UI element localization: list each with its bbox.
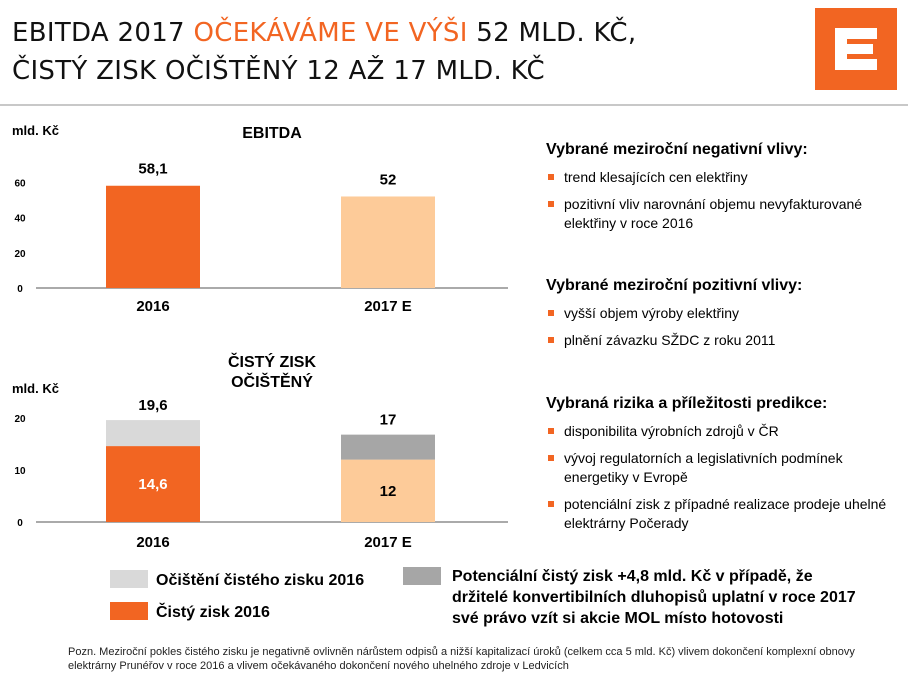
title-line-2: ČISTÝ ZISK OČIŠTĚNÝ 12 AŽ 17 MLD. KČ <box>12 56 545 86</box>
bullet-icon <box>548 337 554 343</box>
chart2-x-tick: 2016 <box>136 534 169 551</box>
chart1-x-tick: 2016 <box>136 298 169 315</box>
chart2-bar-base <box>106 446 200 522</box>
title-highlight: OČEKÁVÁME VE VÝŠI <box>193 18 468 48</box>
chart2-total-label: 19,6 <box>138 397 167 414</box>
chart1-y-tick: 40 <box>14 214 26 225</box>
positive-heading: Vybrané meziroční pozitivní vlivy: <box>546 277 803 294</box>
chart2-plot: 0 10 20 14,6 19,6 2016 12 17 2017 E <box>14 397 508 551</box>
chart2-ylabel: mld. Kč <box>12 381 59 396</box>
list-item: disponibilita výrobních zdrojů v ČR <box>546 422 896 441</box>
chart1-data-label: 52 <box>380 171 397 188</box>
risks-opportunities: Vybraná rizika a příležitosti predikce: … <box>546 394 896 533</box>
bullet-icon <box>548 455 554 461</box>
chart2-segment-label: 12 <box>380 483 397 500</box>
chart2-y-tick: 10 <box>14 466 26 477</box>
chart1-plot: 0 20 40 60 58,1 2016 52 2017 E <box>14 161 508 315</box>
chart1-y-tick: 60 <box>14 178 26 189</box>
list-item: vyšší objem výroby elektřiny <box>546 304 896 323</box>
chart1-bar <box>106 185 200 288</box>
legend-label-adjustment: Očištění čistého zisku 2016 <box>156 572 365 589</box>
chart2-bar-top <box>341 434 435 460</box>
logo-icon <box>835 28 877 70</box>
chart2-total-label: 17 <box>380 412 397 429</box>
risks-heading: Vybraná rizika a příležitosti predikce: <box>546 395 828 412</box>
chart2-segment-label: 14,6 <box>138 476 167 493</box>
chart1-y-tick: 20 <box>14 249 26 260</box>
chart1-ylabel: mld. Kč <box>12 123 59 138</box>
legend-swatch-net-profit <box>110 602 148 620</box>
chart1-x-tick: 2017 E <box>364 298 412 315</box>
bullet-icon <box>548 174 554 180</box>
chart1-title: EBITDA <box>242 125 302 142</box>
list-item: vývoj regulatorních a legislativních pod… <box>546 449 896 487</box>
list-item: trend klesajících cen elektřiny <box>546 168 896 187</box>
legend-label-net-profit: Čistý zisk 2016 <box>156 604 270 621</box>
bullet-icon <box>548 428 554 434</box>
negative-heading: Vybrané meziroční negativní vlivy: <box>546 141 808 158</box>
bullet-icon <box>548 501 554 507</box>
footnote: Pozn. Meziroční pokles čistého zisku je … <box>68 646 855 672</box>
chart1-bar <box>341 196 435 288</box>
list-item: pozitivní vliv narovnání objemu nevyfakt… <box>546 195 896 233</box>
company-logo <box>815 8 897 90</box>
negative-influences: Vybrané meziroční negativní vlivy: trend… <box>546 140 896 233</box>
chart2-bar-top <box>106 420 200 447</box>
bullet-icon <box>548 201 554 207</box>
chart2-y-tick: 0 <box>17 518 23 529</box>
chart1-y-tick: 0 <box>17 284 23 295</box>
chart2-bar-base <box>341 459 435 522</box>
chart2-x-tick: 2017 E <box>364 534 412 551</box>
title-line-1: EBITDA 2017 OČEKÁVÁME VE VÝŠI 52 MLD. KČ… <box>12 18 637 48</box>
charts-area: mld. Kč EBITDA 0 20 40 60 58,1 2016 52 2017 E Č… <box>12 123 508 551</box>
chart1-data-label: 58,1 <box>138 161 167 178</box>
page-title: EBITDA 2017 OČEKÁVÁME VE VÝŠI 52 MLD. KČ… <box>12 14 636 90</box>
chart2-title-line1: ČISTÝ ZISK <box>228 352 316 371</box>
chart2-title-line2: OČIŠTĚNÝ <box>231 372 313 391</box>
legend-label-potential: Potenciální čistý zisk +4,8 mld. Kč v př… <box>452 568 856 627</box>
positive-influences: Vybrané meziroční pozitivní vlivy: vyšší… <box>546 276 896 350</box>
list-item: potenciální zisk z případné realizace pr… <box>546 495 896 533</box>
list-item: plnění závazku SŽDC z roku 2011 <box>546 331 896 350</box>
chart2-y-tick: 20 <box>14 414 26 425</box>
legend-swatch-potential <box>403 567 441 585</box>
bullet-icon <box>548 310 554 316</box>
header-divider <box>0 104 908 106</box>
legend-swatch-adjustment <box>110 570 148 588</box>
